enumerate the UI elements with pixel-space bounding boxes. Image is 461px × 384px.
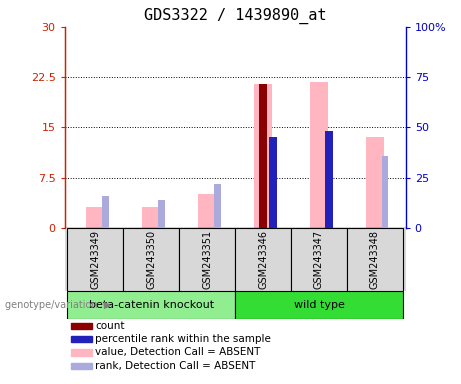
Bar bbox=[366, 137, 384, 228]
Bar bbox=[71, 349, 92, 356]
Text: percentile rank within the sample: percentile rank within the sample bbox=[95, 334, 271, 344]
FancyBboxPatch shape bbox=[235, 228, 291, 291]
Bar bbox=[86, 207, 104, 228]
Text: count: count bbox=[95, 321, 125, 331]
Text: GSM243346: GSM243346 bbox=[258, 230, 268, 289]
Text: GSM243350: GSM243350 bbox=[146, 230, 156, 289]
Title: GDS3322 / 1439890_at: GDS3322 / 1439890_at bbox=[144, 8, 326, 24]
Bar bbox=[259, 84, 267, 228]
Text: beta-catenin knockout: beta-catenin knockout bbox=[89, 300, 214, 310]
FancyBboxPatch shape bbox=[67, 291, 235, 319]
Text: rank, Detection Call = ABSENT: rank, Detection Call = ABSENT bbox=[95, 361, 255, 371]
Bar bbox=[310, 82, 328, 228]
Bar bbox=[325, 131, 333, 228]
Bar bbox=[102, 196, 109, 228]
Text: GSM243348: GSM243348 bbox=[370, 230, 380, 289]
Text: GSM243351: GSM243351 bbox=[202, 230, 212, 289]
Text: value, Detection Call = ABSENT: value, Detection Call = ABSENT bbox=[95, 348, 260, 358]
Bar bbox=[142, 207, 160, 228]
FancyBboxPatch shape bbox=[347, 228, 403, 291]
Bar bbox=[214, 184, 220, 228]
Bar bbox=[71, 323, 92, 329]
Bar bbox=[71, 336, 92, 342]
FancyBboxPatch shape bbox=[179, 228, 235, 291]
Bar bbox=[254, 84, 272, 228]
Text: GSM243349: GSM243349 bbox=[90, 230, 100, 289]
FancyBboxPatch shape bbox=[291, 228, 347, 291]
Text: wild type: wild type bbox=[294, 300, 344, 310]
FancyBboxPatch shape bbox=[235, 291, 403, 319]
FancyBboxPatch shape bbox=[67, 228, 123, 291]
Bar bbox=[382, 156, 388, 228]
Text: GSM243347: GSM243347 bbox=[314, 230, 324, 289]
Bar bbox=[158, 200, 165, 228]
Text: genotype/variation  ▶: genotype/variation ▶ bbox=[5, 300, 111, 310]
Bar bbox=[71, 362, 92, 369]
Bar bbox=[269, 137, 277, 228]
Bar bbox=[198, 194, 216, 228]
FancyBboxPatch shape bbox=[123, 228, 179, 291]
